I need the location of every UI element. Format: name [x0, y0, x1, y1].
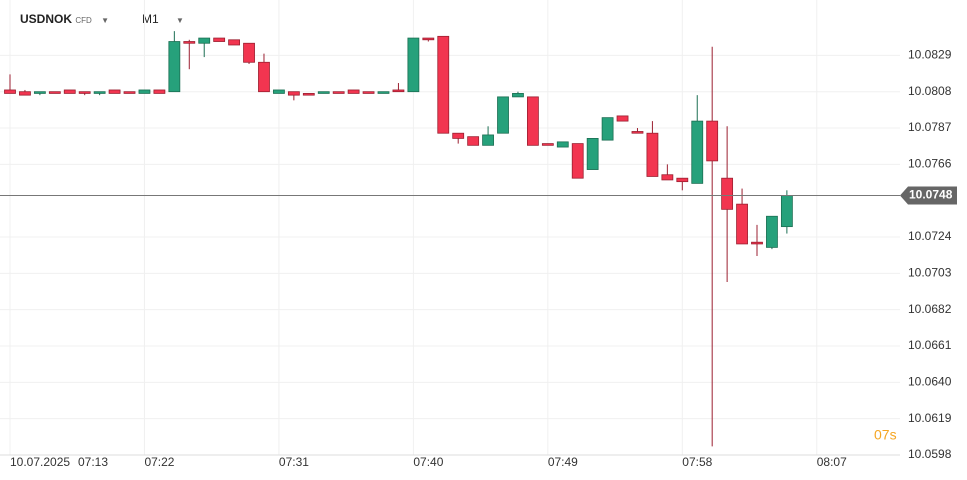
- y-tick-label: 10.0703: [908, 266, 952, 280]
- y-tick-label: 10.0598: [908, 447, 952, 461]
- price-label: 10.0748: [909, 188, 953, 202]
- candle-body: [243, 42, 255, 63]
- candle-body: [766, 215, 778, 248]
- y-tick-label: 10.0682: [908, 302, 952, 316]
- candle-body: [437, 35, 450, 134]
- candle-body: [661, 174, 674, 181]
- price-tag: [900, 186, 957, 205]
- candle-body: [213, 37, 226, 42]
- candle-body: [108, 89, 121, 94]
- candle-body: [347, 89, 360, 94]
- candle-body: [646, 132, 659, 177]
- candle-body: [317, 91, 330, 94]
- candle-body: [601, 117, 614, 141]
- candle-body: [302, 93, 315, 96]
- candle-body: [228, 39, 241, 46]
- timeframe: M1: [142, 12, 159, 26]
- candle-body: [19, 91, 31, 96]
- candle-body: [377, 91, 390, 94]
- candle-body: [4, 89, 16, 94]
- x-tick-label: 07:49: [548, 455, 578, 469]
- x-tick-label: 07:13: [78, 455, 108, 469]
- candle-body: [33, 91, 46, 94]
- y-tick-label: 10.0808: [908, 84, 952, 98]
- candle-body: [362, 91, 375, 94]
- x-tick-label: 07:58: [682, 455, 712, 469]
- symbol-kind: CFD: [75, 16, 92, 25]
- candle-body: [541, 143, 554, 146]
- candle-body: [422, 37, 435, 41]
- candle-body: [512, 93, 524, 98]
- y-tick-label: 10.0829: [908, 48, 952, 62]
- candle-body: [287, 91, 300, 96]
- y-tick-label: 10.0724: [908, 229, 952, 243]
- candle-body: [138, 89, 151, 94]
- candle-body: [392, 89, 405, 93]
- y-tick-label: 10.0619: [908, 411, 952, 425]
- timeframe-selector[interactable]: M1 ▼: [142, 12, 184, 26]
- candle-body: [556, 141, 569, 148]
- candle-body: [78, 91, 91, 94]
- candle-body: [198, 37, 211, 44]
- candle-body: [452, 132, 465, 139]
- candle-body: [407, 37, 420, 93]
- x-date-label: 10.07.2025: [10, 455, 70, 469]
- candle-body: [721, 177, 734, 210]
- candle-body: [258, 61, 270, 93]
- candle-body: [273, 89, 285, 94]
- candle-body: [706, 120, 719, 162]
- candle-body: [631, 131, 644, 134]
- x-tick-label: 07:31: [279, 455, 309, 469]
- candle-body: [780, 195, 793, 228]
- candle-body: [48, 91, 61, 94]
- candle-body: [676, 177, 689, 183]
- candle-body: [586, 138, 599, 170]
- candle-body: [482, 134, 494, 146]
- symbol-selector[interactable]: USDNOK CFD ▼: [20, 12, 110, 26]
- candle-body: [571, 143, 584, 179]
- x-tick-label: 07:40: [413, 455, 443, 469]
- candle-body: [332, 91, 345, 94]
- countdown: 07s: [874, 427, 897, 443]
- y-tick-label: 10.0661: [908, 338, 952, 352]
- candle-body: [691, 120, 704, 184]
- x-tick-label: 08:07: [817, 455, 847, 469]
- candle-body: [751, 241, 763, 245]
- symbol: USDNOK: [20, 12, 73, 26]
- y-tick-label: 10.0787: [908, 120, 952, 134]
- candle-body: [527, 96, 539, 146]
- y-tick-label: 10.0766: [908, 157, 952, 171]
- candle-body: [616, 115, 629, 122]
- y-tick-label: 10.0640: [908, 375, 952, 389]
- candle-body: [63, 89, 76, 94]
- candle-body: [497, 96, 509, 134]
- candle-body: [93, 91, 106, 94]
- candle-body: [153, 89, 166, 94]
- candle-body: [736, 203, 748, 245]
- candle-body: [168, 41, 181, 93]
- candle-body: [467, 136, 480, 146]
- candle-body: [183, 41, 196, 44]
- candle-body: [123, 91, 136, 94]
- x-tick-label: 07:22: [144, 455, 174, 469]
